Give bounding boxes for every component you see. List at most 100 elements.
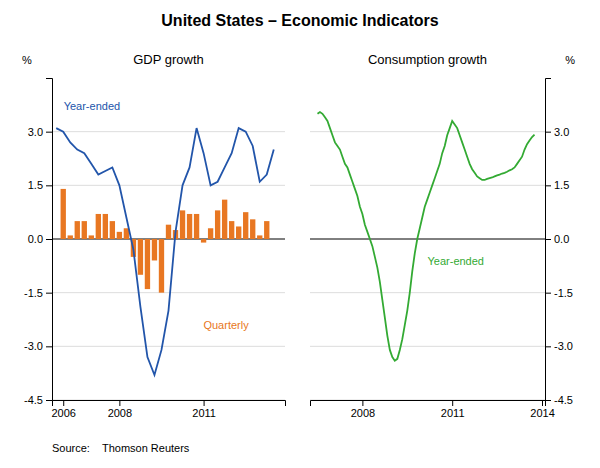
tick-label: 1.5 — [554, 179, 569, 191]
bar — [250, 219, 255, 239]
y-tick: 0.0 — [28, 233, 52, 245]
bar — [187, 214, 192, 239]
y-axis: -4.5 -3.0 -1.5 0.0 1.5 3.0 — [24, 79, 52, 407]
figure-title: United States – Economic Indicators — [161, 12, 439, 29]
grid-line — [310, 346, 545, 347]
x-tick: 2006 — [51, 400, 75, 419]
tick-label: 3.0 — [28, 126, 43, 138]
bar — [152, 239, 157, 260]
grid-line — [310, 292, 545, 293]
tick-label: -4.5 — [554, 394, 573, 406]
y-tick: 3.0 — [545, 126, 569, 138]
tick-label: 2006 — [51, 407, 75, 419]
panel: QuarterlyYear-ended200620082011-4.5-3.0-… — [22, 52, 286, 419]
y-tick: 0.0 — [545, 233, 569, 245]
bar-series — [61, 189, 270, 293]
grid-line — [52, 131, 285, 132]
panel: Year-ended 2008 2011 2014-4.5 -3.0 -1.5 0.0 1.5… — [310, 52, 575, 419]
bar — [222, 200, 227, 239]
tick-mark — [63, 400, 64, 406]
bar — [215, 210, 220, 239]
bar — [96, 214, 101, 239]
tick-mark — [452, 400, 453, 406]
bar — [257, 235, 262, 239]
tick-label: 2008 — [108, 407, 132, 419]
tick-mark — [204, 400, 205, 406]
bar — [159, 239, 164, 293]
axis-line — [311, 401, 546, 407]
bar — [166, 225, 171, 239]
x-tick: 2011 — [441, 400, 465, 419]
tick-label: -3.0 — [24, 340, 43, 352]
x-tick: 2011 — [192, 400, 216, 419]
bar — [103, 214, 108, 239]
bar — [194, 214, 199, 239]
tick-mark — [542, 400, 543, 406]
bar — [82, 221, 87, 239]
y-tick: 1.5 — [545, 179, 569, 191]
tick-label: 2014 — [530, 407, 554, 419]
tick-mark — [545, 132, 551, 133]
bar — [138, 239, 143, 275]
tick-label: -1.5 — [24, 287, 43, 299]
bar — [201, 239, 206, 243]
grid-line — [52, 292, 285, 293]
series-label: Year-ended — [428, 255, 484, 267]
x-tick: 2008 — [351, 400, 375, 419]
source-note: Source: Thomson Reuters — [52, 442, 190, 454]
tick-label: 2008 — [351, 407, 375, 419]
grid — [310, 132, 545, 400]
bar — [180, 210, 185, 239]
tick-label: 2011 — [441, 407, 465, 419]
panel-title: Consumption growth — [368, 52, 487, 67]
y-tick: -4.5 — [545, 394, 573, 406]
series-label: Year-ended — [64, 100, 120, 112]
bar — [89, 235, 94, 239]
tick-label: 1.5 — [28, 179, 43, 191]
tick-mark — [46, 185, 52, 186]
x-tick: 2008 — [108, 400, 132, 419]
tick-label: -1.5 — [554, 287, 573, 299]
y-tick: 1.5 — [28, 179, 52, 191]
tick-mark — [46, 293, 52, 294]
tick-mark — [46, 132, 52, 133]
bar — [75, 221, 80, 239]
axis-line — [546, 79, 552, 401]
marks — [317, 112, 534, 361]
x-axis: 2006 2008 2011 — [51, 400, 285, 419]
tick-label: 0.0 — [554, 233, 569, 245]
tick-mark — [545, 346, 551, 347]
y-tick: -1.5 — [545, 287, 573, 299]
panel-title: GDP growth — [133, 52, 204, 67]
line — [317, 112, 534, 361]
y-tick: -3.0 — [24, 340, 52, 352]
x-tick: 2014 — [530, 400, 554, 419]
bar — [117, 232, 122, 239]
tick-mark — [46, 346, 52, 347]
tick-label: 2011 — [192, 407, 216, 419]
y-tick: -1.5 — [24, 287, 52, 299]
tick-mark — [119, 400, 120, 406]
bar — [68, 235, 73, 239]
bar — [229, 221, 234, 239]
axis-line — [46, 79, 53, 401]
bar — [236, 226, 241, 239]
tick-label: -3.0 — [554, 340, 573, 352]
marks — [56, 128, 274, 375]
bar — [145, 239, 150, 289]
y-axis-label: % — [22, 54, 32, 66]
bar — [110, 221, 115, 239]
bar — [264, 221, 269, 239]
series-label: Quarterly — [203, 319, 249, 331]
grid — [52, 132, 285, 400]
grid-line — [310, 185, 545, 186]
grid-line — [52, 346, 285, 347]
tick-mark — [46, 400, 52, 401]
y-axis-label: % — [565, 54, 575, 66]
tick-label: 3.0 — [554, 126, 569, 138]
tick-label: 0.0 — [28, 233, 43, 245]
bar — [243, 212, 248, 239]
tick-label: -4.5 — [24, 394, 43, 406]
x-axis: 2008 2011 2014 — [311, 400, 555, 419]
bar — [208, 228, 213, 239]
